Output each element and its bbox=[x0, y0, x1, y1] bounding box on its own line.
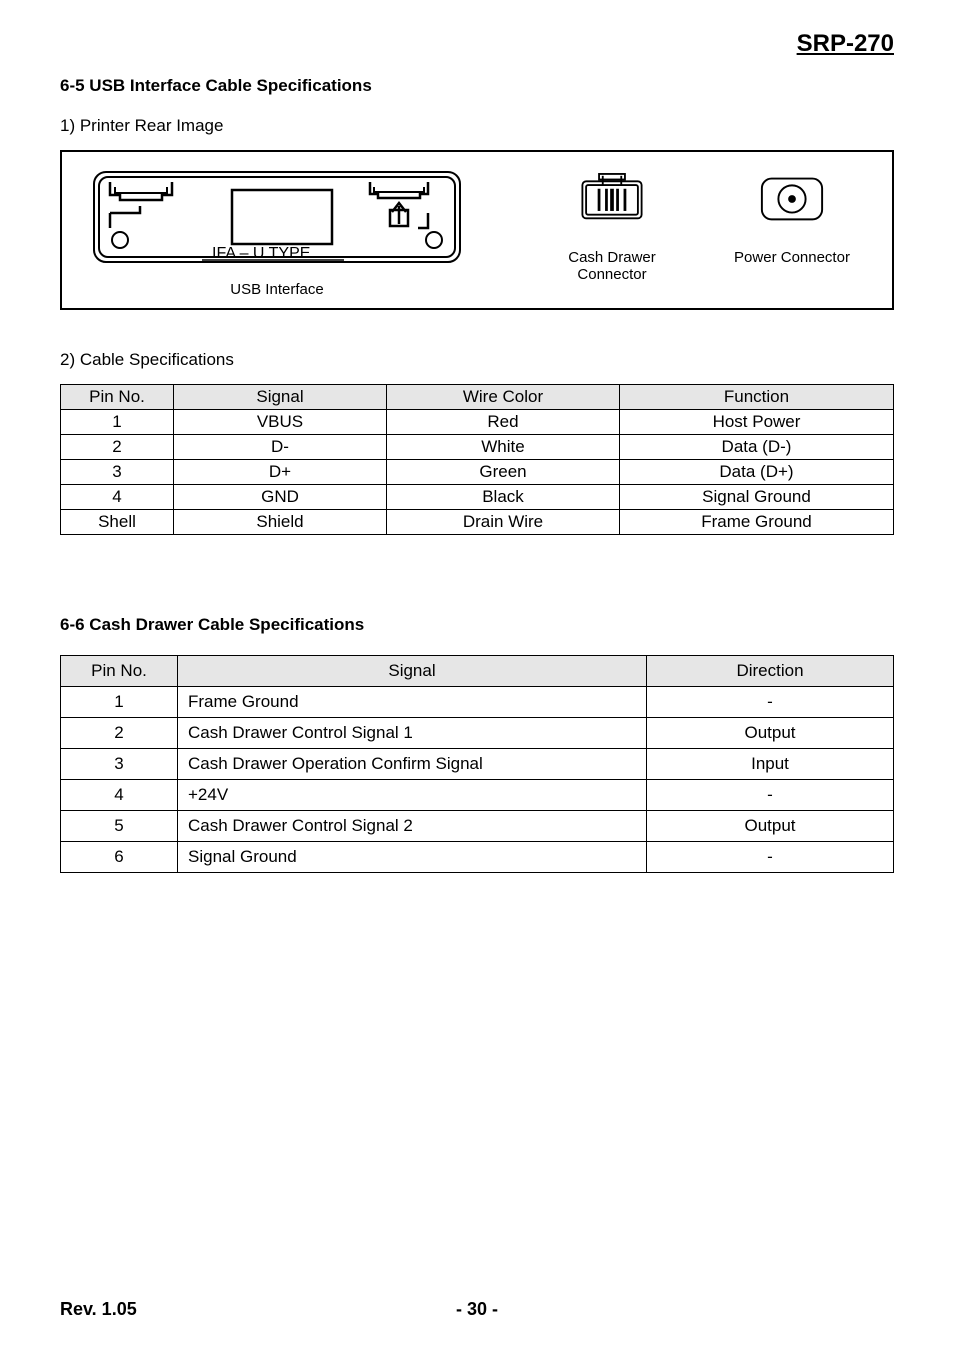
cash-drawer-panel: Cash DrawerConnector bbox=[522, 170, 702, 283]
cd-th-dir: Direction bbox=[647, 656, 894, 687]
power-panel: Power Connector bbox=[712, 170, 872, 266]
power-connector-icon bbox=[758, 170, 826, 226]
page-number: - 30 - bbox=[456, 1299, 498, 1320]
table-row: 1 Frame Ground - bbox=[61, 687, 894, 718]
usb-th-func: Function bbox=[620, 385, 894, 410]
table-row: 3 D+ Green Data (D+) bbox=[61, 460, 894, 485]
table-row: 3 Cash Drawer Operation Confirm Signal I… bbox=[61, 749, 894, 780]
cash-drawer-table: Pin No. Signal Direction 1 Frame Ground … bbox=[60, 655, 894, 873]
page-footer: Rev. 1.05 - 30 - bbox=[60, 1299, 894, 1320]
sub-cable-spec: 2) Cable Specifications bbox=[60, 350, 894, 370]
table-row: Shell Shield Drain Wire Frame Ground bbox=[61, 510, 894, 535]
table-row: 2 Cash Drawer Control Signal 1 Output bbox=[61, 718, 894, 749]
rear-image-box: IFA – U TYPE USB Interface Cash DrawerC bbox=[60, 150, 894, 310]
table-row: 5 Cash Drawer Control Signal 2 Output bbox=[61, 811, 894, 842]
usb-interface-panel: IFA – U TYPE USB Interface bbox=[82, 170, 472, 298]
cd-th-signal: Signal bbox=[178, 656, 647, 687]
usb-th-pin: Pin No. bbox=[61, 385, 174, 410]
power-label: Power Connector bbox=[712, 249, 872, 266]
table-row: 6 Signal Ground - bbox=[61, 842, 894, 873]
table-row: 4 +24V - bbox=[61, 780, 894, 811]
usb-cable-table: Pin No. Signal Wire Color Function 1 VBU… bbox=[60, 384, 894, 535]
table-row: 1 VBUS Red Host Power bbox=[61, 410, 894, 435]
usb-interface-icon: IFA – U TYPE bbox=[92, 170, 462, 270]
cash-drawer-icon bbox=[575, 170, 649, 226]
section-6-6-title: 6-6 Cash Drawer Cable Specifications bbox=[60, 615, 894, 635]
usb-th-signal: Signal bbox=[174, 385, 387, 410]
usb-th-wire: Wire Color bbox=[387, 385, 620, 410]
section-6-5-title: 6-5 USB Interface Cable Specifications bbox=[60, 76, 894, 96]
table-row: 4 GND Black Signal Ground bbox=[61, 485, 894, 510]
model-header: SRP-270 bbox=[60, 30, 894, 58]
usb-label: USB Interface bbox=[82, 281, 472, 298]
cd-th-pin: Pin No. bbox=[61, 656, 178, 687]
sub-rear-image: 1) Printer Rear Image bbox=[60, 116, 894, 136]
cash-label: Cash DrawerConnector bbox=[522, 249, 702, 283]
table-row: 2 D- White Data (D-) bbox=[61, 435, 894, 460]
revision-label: Rev. 1.05 bbox=[60, 1299, 137, 1320]
